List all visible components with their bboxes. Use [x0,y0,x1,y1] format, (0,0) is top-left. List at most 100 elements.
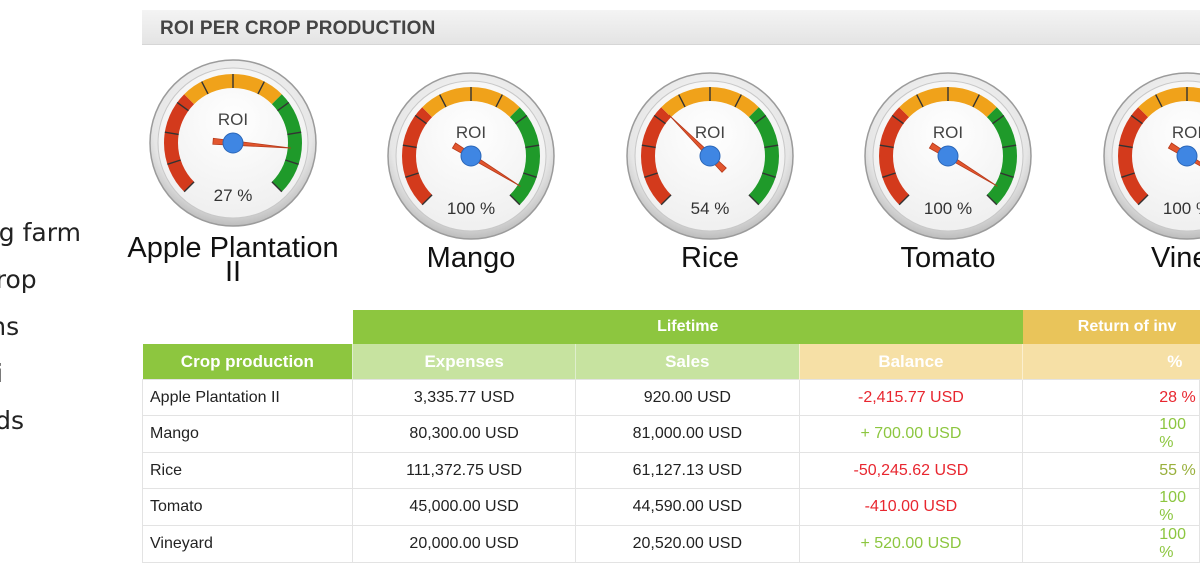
cell-crop: Mango [141,415,354,453]
gauge-tick [402,144,417,149]
gauge-tick [879,144,894,149]
gauge-roi-label: ROI [218,110,248,129]
column-balance[interactable]: Balance [798,344,1023,380]
gauge-tick [882,172,896,178]
cell-sales: 81,000.00 USD [575,415,800,453]
gauge-tick [1002,144,1017,149]
gauge-value-text: 100 % [924,199,972,218]
column-crop-production[interactable]: Crop production [142,344,353,380]
gauge-tick [257,81,265,95]
header-return-of-investment: Return of inv [1022,310,1200,344]
gauge-roi-label: ROI [1172,123,1200,142]
gauge-hub [1176,145,1198,167]
left-nav-item[interactable]: ards [0,406,25,435]
gauge-tick [523,172,537,178]
cell-balance: + 520.00 USD [798,525,1024,563]
gauge-tick [414,114,427,125]
cell-crop: Rice [141,452,354,489]
gauge-crop-name: Mango [426,242,516,274]
gauge-band-red [402,107,433,205]
gauge-band-red [879,107,910,205]
cell-balance: -2,415.77 USD [798,379,1024,416]
cell-expenses: 20,000.00 USD [352,525,577,563]
gauge-tick [986,194,998,206]
gauge-0: ROI 27 % [149,59,317,227]
cell-crop: Apple Plantation II [141,379,354,416]
panel-title: ROI PER CROP PRODUCTION [160,18,436,39]
column-expenses[interactable]: Expenses [352,344,576,380]
left-nav-item[interactable]: ions [0,312,20,341]
gauge-tick [509,194,521,206]
gauge-roi-label: ROI [933,123,963,142]
left-nav-cropped: . ing farm crop ions rivi ards [0,162,140,444]
left-nav-item[interactable]: rivi [0,350,140,397]
gauge-band-green [509,107,540,205]
gauge-hub [699,145,721,167]
table-row[interactable]: Rice 111,372.75 USD 61,127.13 USD -50,245.6… [141,452,1200,489]
gauge-tick [891,114,904,125]
gauge-tick [405,172,419,178]
gauge-tick [660,194,672,206]
table-row[interactable]: Mango 80,300.00 USD 81,000.00 USD + 700.00 … [141,415,1200,453]
gauge-tick [762,172,776,178]
gauge-tick [678,94,686,108]
table-row[interactable]: Vineyard 20,000.00 USD 20,520.00 USD + 520.… [141,525,1200,563]
gauge-tick [285,159,299,165]
roi-gauges: ROI 27 % ROI 100 % ROI 54 % ROI 100 % ROI 100 % [149,59,1200,240]
table-row[interactable]: Tomato 45,000.00 USD 44,590.00 USD -410.00 … [141,488,1200,526]
gauge-tick [439,94,447,108]
gauge-tick [1137,194,1149,206]
gauge-tick [164,131,179,136]
cell-percent: 100 % [1022,525,1200,563]
gauge-tick [287,131,302,136]
header-blank [142,310,353,344]
gauge-tick [1155,94,1163,108]
gauge-roi-label: ROI [456,123,486,142]
gauge-hub [937,145,959,167]
cell-expenses: 3,335.77 USD [352,379,577,416]
column-sales[interactable]: Sales [575,344,800,380]
gauge-band-green [748,107,779,205]
gauge-band-red [1118,107,1149,205]
gauge-tick [525,144,540,149]
gauge-tick [1000,172,1014,178]
cell-sales: 61,127.13 USD [575,452,800,489]
panel-header: ROI PER CROP PRODUCTION [142,10,1200,45]
table-row[interactable]: Apple Plantation II 3,335.77 USD 920.00 US… [141,379,1200,416]
gauge-band-green [986,107,1017,205]
cell-sales: 920.00 USD [575,379,800,416]
cell-percent: 55 % [1022,452,1200,489]
gauge-value-text: 54 % [691,199,730,218]
gauge-crop-name: Viney [1150,242,1200,274]
left-nav-item[interactable]: ing farm [0,218,81,247]
left-nav-item[interactable]: crop [0,265,37,294]
gauge-3: ROI 100 % [864,72,1032,240]
cell-percent: 100 % [1022,488,1200,526]
gauge-value-text: 27 % [214,186,253,205]
gauge-tick [167,159,181,165]
gauge-tick [421,194,433,206]
column-percent[interactable]: % [1022,344,1200,380]
gauge-1: ROI 100 % [387,72,555,240]
gauge-crop-name: Rice [680,242,739,274]
gauge-tick [515,114,528,125]
gauge-tick [183,181,195,193]
cell-crop: Vineyard [141,525,354,563]
cell-expenses: 45,000.00 USD [352,488,577,526]
cell-balance: -410.00 USD [798,488,1024,526]
gauge-tick [653,114,666,125]
cell-crop: Tomato [141,488,354,526]
gauge-tick [972,94,980,108]
gauge-band-green [271,94,302,192]
gauge-tick [734,94,742,108]
gauge-4: ROI 100 % [1103,72,1200,240]
gauge-tick [916,94,924,108]
cell-balance: + 700.00 USD [798,415,1024,453]
gauge-tick [1121,172,1135,178]
gauge-tick [1118,144,1133,149]
gauge-tick [641,144,656,149]
cell-balance: -50,245.62 USD [798,452,1024,489]
gauge-band-red [641,107,672,205]
gauge-crop-name: Apple Plantation II [127,232,339,288]
gauge-hub [222,132,244,154]
